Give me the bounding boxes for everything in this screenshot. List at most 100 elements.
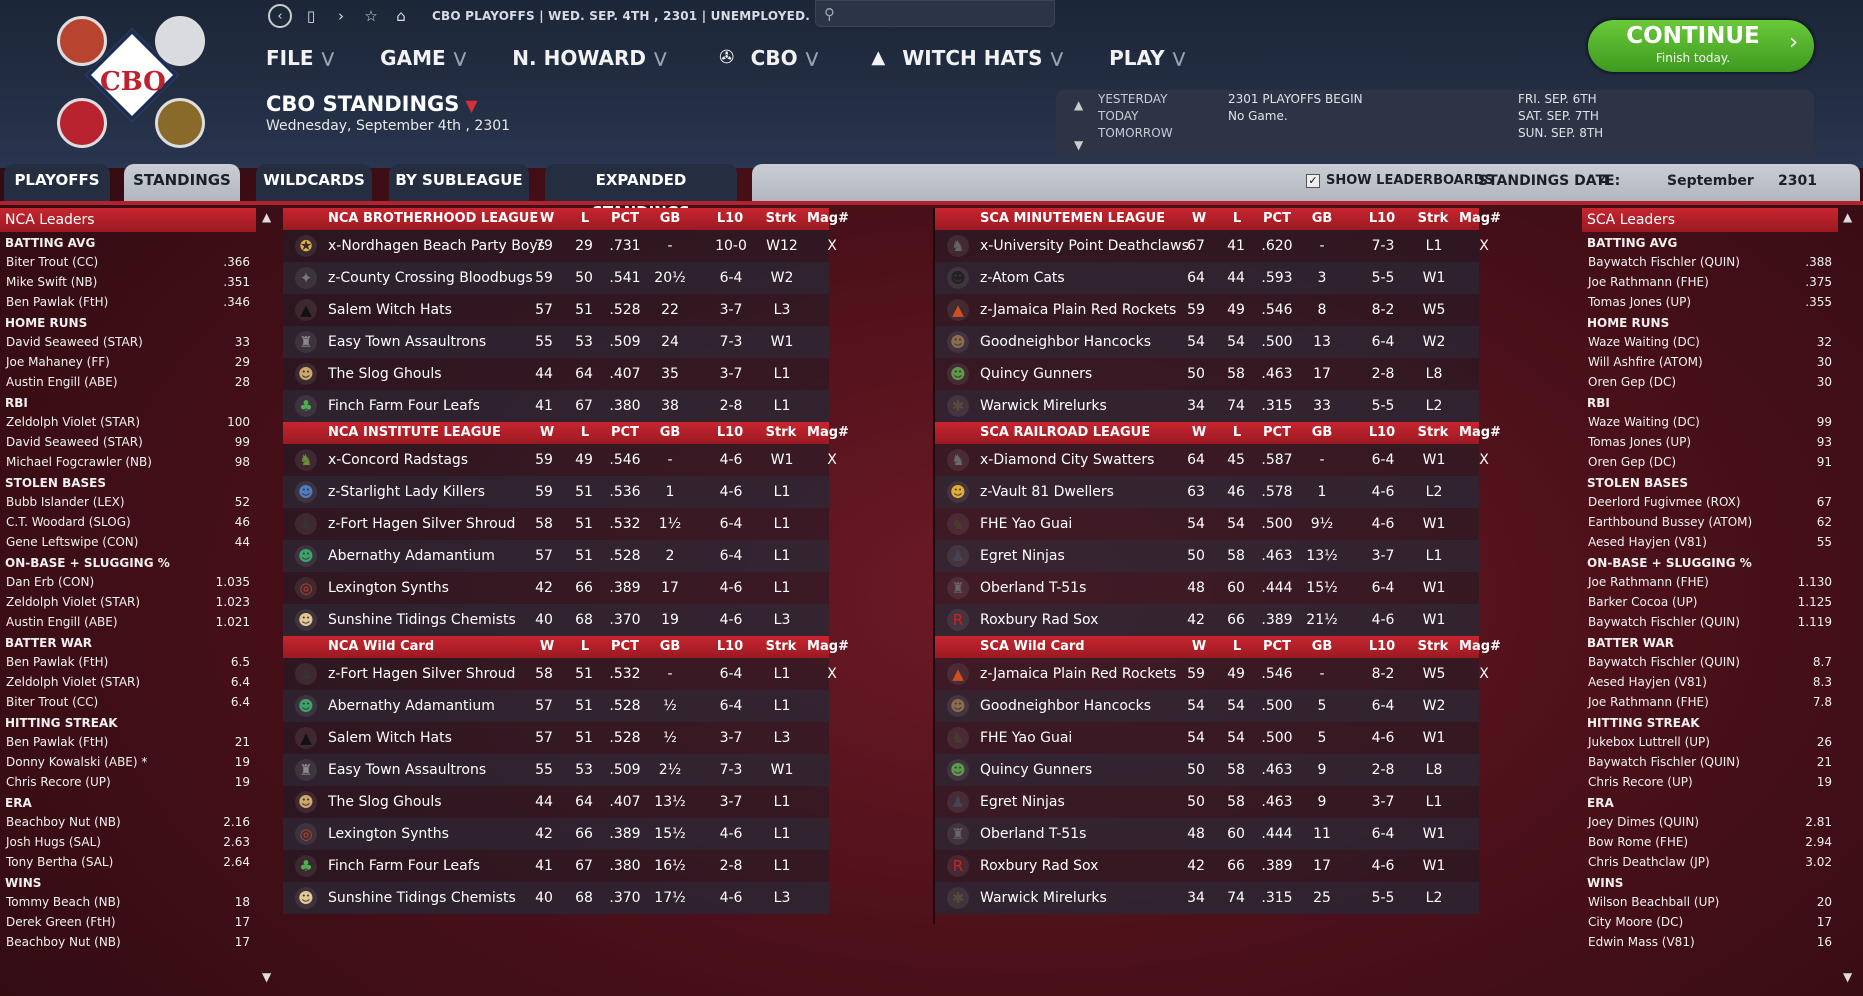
team-name[interactable]: The Slog Ghouls	[328, 366, 442, 382]
leader-item[interactable]: Zeldolph Violet (STAR) 100	[0, 412, 256, 432]
leader-category[interactable]: STOLEN BASES	[5, 476, 107, 490]
forward-icon[interactable]: ›	[338, 7, 344, 25]
leader-item[interactable]: Donny Kowalski (ABE) * 19	[0, 752, 256, 772]
home-icon[interactable]: ⌂	[396, 7, 406, 25]
team-name[interactable]: x-University Point Deathclaws	[980, 238, 1189, 254]
leader-item[interactable]: Tommy Beach (NB) 18	[0, 892, 256, 912]
standings-year[interactable]: 2301	[1778, 173, 1817, 189]
team-name[interactable]: z-Jamaica Plain Red Rockets	[980, 302, 1177, 318]
leader-item[interactable]: Edwin Mass (V81) 16	[1582, 932, 1838, 952]
column-header[interactable]: L	[1232, 211, 1242, 226]
column-header[interactable]: L	[1232, 425, 1242, 440]
schedule-row[interactable]: TOMORROW SUN. SEP. 8TH	[1098, 126, 1798, 144]
leader-category[interactable]: BATTER WAR	[5, 636, 92, 650]
column-header[interactable]: W	[1191, 425, 1207, 440]
team-name[interactable]: Quincy Gunners	[980, 366, 1093, 382]
leader-item[interactable]: Zeldolph Violet (STAR) 1.023	[0, 592, 256, 612]
team-name[interactable]: Roxbury Rad Sox	[980, 612, 1099, 628]
column-header[interactable]: W	[539, 639, 555, 654]
table-row[interactable]: ♟ z-Fort Hagen Silver Shroud 58 51 .532 1½ 6-4…	[283, 508, 829, 540]
column-header[interactable]: Mag#	[1459, 425, 1501, 440]
table-row[interactable]: ♜ Easy Town Assaultrons 55 53 .509 2½ 7-3 W1	[283, 754, 829, 786]
leader-category[interactable]: ERA	[1587, 796, 1614, 810]
leader-item[interactable]: Ben Pawlak (FtH) .346	[0, 292, 256, 312]
leader-item[interactable]: Aesed Hayjen (V81) 8.3	[1582, 672, 1838, 692]
leader-category[interactable]: BATTER WAR	[1587, 636, 1674, 650]
column-header[interactable]: Mag#	[807, 425, 849, 440]
table-row[interactable]: ♣ Finch Farm Four Leafs 41 67 .380 16½ 2-8 L1	[283, 850, 829, 882]
checkbox-icon[interactable]: ✓	[1306, 173, 1320, 188]
team-name[interactable]: Egret Ninjas	[980, 548, 1065, 564]
leader-item[interactable]: Mike Swift (NB) .351	[0, 272, 256, 292]
team-name[interactable]: Lexington Synths	[328, 826, 449, 842]
table-row[interactable]: ♞ FHE Yao Guai 54 54 .500 5 4-6 W1	[935, 722, 1479, 754]
team-name[interactable]: Quincy Gunners	[980, 762, 1093, 778]
table-row[interactable]: ♞ x-Concord Radstags 59 49 .546 - 4-6 W1 X	[283, 444, 837, 476]
leader-item[interactable]: Bow Rome (FHE) 2.94	[1582, 832, 1838, 852]
column-header[interactable]: PCT	[611, 211, 639, 226]
leader-item[interactable]: Earthbound Bussey (ATOM) 62	[1582, 512, 1838, 532]
table-row[interactable]: ♟ z-Fort Hagen Silver Shroud 58 51 .532 - 6-4 L…	[283, 658, 837, 690]
leader-item[interactable]: Tomas Jones (UP) .355	[1582, 292, 1838, 312]
team-name[interactable]: Salem Witch Hats	[328, 730, 452, 746]
leader-category[interactable]: RBI	[1587, 396, 1610, 410]
table-row[interactable]: ♟ Egret Ninjas 50 58 .463 9 3-7 L1	[935, 786, 1479, 818]
menu-game[interactable]: GAME ⋁	[380, 46, 466, 70]
table-row[interactable]: ▲ Salem Witch Hats 57 51 .528 22 3-7 L3	[283, 294, 829, 326]
table-row[interactable]: ☻ The Slog Ghouls 44 64 .407 13½ 3-7 L1	[283, 786, 829, 818]
league-name[interactable]: NCA INSTITUTE LEAGUE	[328, 425, 501, 440]
table-row[interactable]: ✦ z-County Crossing Bloodbugs 59 50 .541 20½ 6…	[283, 262, 829, 294]
leader-item[interactable]: Joe Rathmann (FHE) .375	[1582, 272, 1838, 292]
team-name[interactable]: Goodneighbor Hancocks	[980, 698, 1152, 714]
table-row[interactable]: ☻ z-Vault 81 Dwellers 63 46 .578 1 4-6 L2	[935, 476, 1479, 508]
column-header[interactable]: W	[1191, 211, 1207, 226]
column-header[interactable]: L10	[1368, 639, 1396, 654]
leader-item[interactable]: Ben Pawlak (FtH) 6.5	[0, 652, 256, 672]
leader-item[interactable]: Beachboy Nut (NB) 17	[0, 932, 256, 952]
table-row[interactable]: ◎ Lexington Synths 42 66 .389 15½ 4-6 L1	[283, 818, 829, 850]
table-row[interactable]: ▲ z-Jamaica Plain Red Rockets 59 49 .546 8 8-2…	[935, 294, 1479, 326]
leader-item[interactable]: Dan Erb (CON) 1.035	[0, 572, 256, 592]
team-name[interactable]: Warwick Mirelurks	[980, 398, 1107, 414]
leader-item[interactable]: Austin Engill (ABE) 1.021	[0, 612, 256, 632]
table-row[interactable]: ▲ Salem Witch Hats 57 51 .528 ½ 3-7 L3	[283, 722, 829, 754]
league-name[interactable]: SCA MINUTEMEN LEAGUE	[980, 211, 1166, 226]
page-title[interactable]: CBO STANDINGS ▼	[266, 92, 478, 116]
leader-item[interactable]: Chris Recore (UP) 19	[1582, 772, 1838, 792]
standings-month[interactable]: September	[1667, 173, 1754, 189]
column-header[interactable]: GB	[659, 425, 681, 440]
column-header[interactable]: PCT	[1263, 639, 1291, 654]
menu-witch-hats[interactable]: ▲ WITCH HATS ⋁	[864, 46, 1063, 70]
column-header[interactable]: PCT	[611, 425, 639, 440]
leader-item[interactable]: Joe Mahaney (FF) 29	[0, 352, 256, 372]
table-row[interactable]: ♞ FHE Yao Guai 54 54 .500 9½ 4-6 W1	[935, 508, 1479, 540]
leader-category[interactable]: BATTING AVG	[1587, 236, 1678, 250]
team-name[interactable]: Egret Ninjas	[980, 794, 1065, 810]
leader-item[interactable]: Baywatch Fischler (QUIN) 8.7	[1582, 652, 1838, 672]
schedule-row[interactable]: YESTERDAY 2301 PLAYOFFS BEGIN FRI. SEP. 6T…	[1098, 92, 1798, 110]
table-row[interactable]: ☻ Quincy Gunners 50 58 .463 17 2-8 L8	[935, 358, 1479, 390]
leader-item[interactable]: Tony Bertha (SAL) 2.64	[0, 852, 256, 872]
leader-category[interactable]: HOME RUNS	[1587, 316, 1670, 330]
league-name[interactable]: SCA RAILROAD LEAGUE	[980, 425, 1151, 440]
leader-item[interactable]: Chris Recore (UP) 19	[0, 772, 256, 792]
leader-category[interactable]: HOME RUNS	[5, 316, 88, 330]
column-header[interactable]: GB	[659, 211, 681, 226]
team-name[interactable]: z-Vault 81 Dwellers	[980, 484, 1114, 500]
menu-n-howard[interactable]: N. HOWARD ⋁	[512, 46, 666, 70]
tab-wildcards[interactable]: WILDCARDS	[256, 164, 372, 201]
leader-item[interactable]: Josh Hugs (SAL) 2.63	[0, 832, 256, 852]
team-name[interactable]: Warwick Mirelurks	[980, 890, 1107, 906]
league-name[interactable]: NCA Wild Card	[328, 639, 435, 654]
column-header[interactable]: Mag#	[807, 639, 849, 654]
column-header[interactable]: L	[580, 211, 590, 226]
team-name[interactable]: Goodneighbor Hancocks	[980, 334, 1152, 350]
bookmark-icon[interactable]: ▯	[306, 7, 316, 25]
table-row[interactable]: ♜ Easy Town Assaultrons 55 53 .509 24 7-3 W1	[283, 326, 829, 358]
menu-file[interactable]: FILE ⋁	[266, 46, 334, 70]
column-header[interactable]: L10	[716, 425, 744, 440]
leader-item[interactable]: Waze Waiting (DC) 32	[1582, 332, 1838, 352]
leader-item[interactable]: Beachboy Nut (NB) 2.16	[0, 812, 256, 832]
column-header[interactable]: W	[539, 425, 555, 440]
team-name[interactable]: Abernathy Adamantium	[328, 698, 495, 714]
